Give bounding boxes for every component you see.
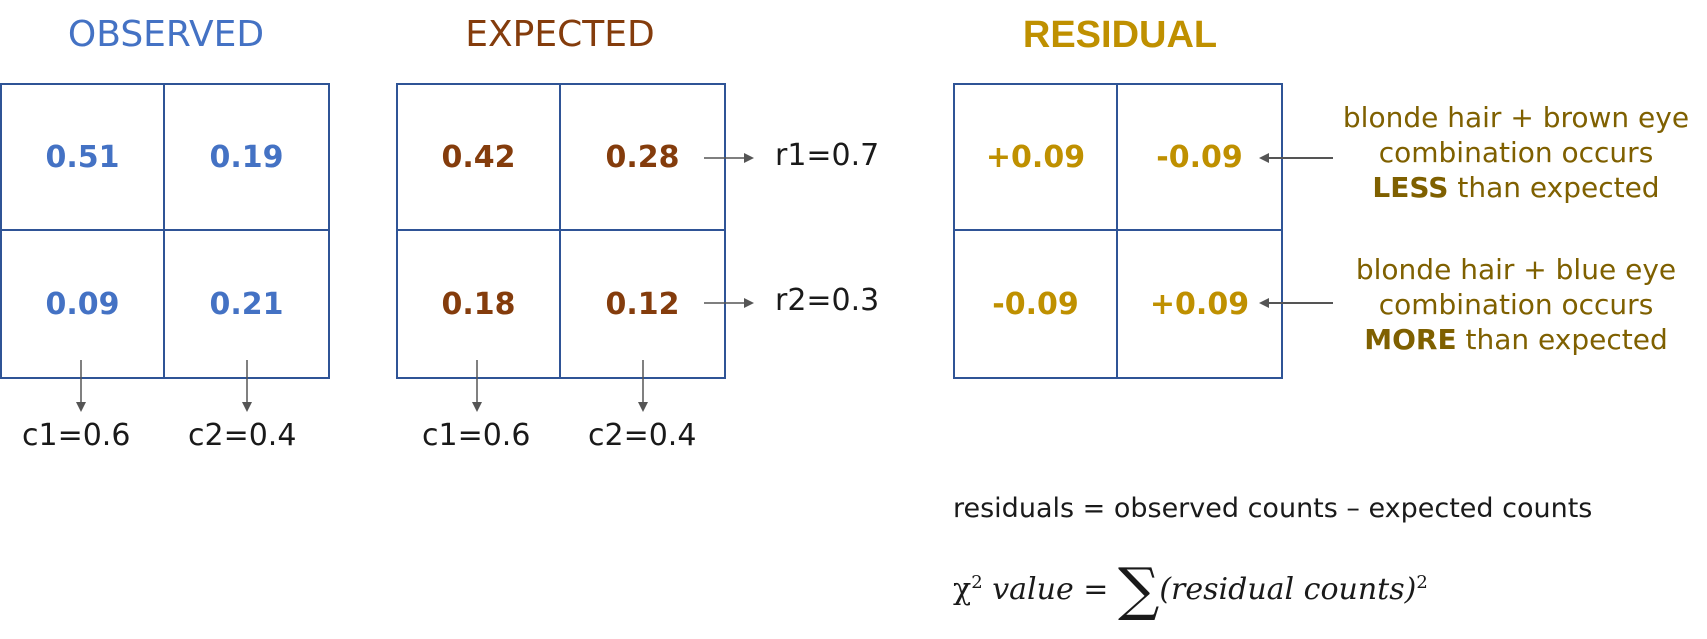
- chi-sup: 2: [971, 572, 983, 593]
- note-more-line2: combination occurs: [1378, 288, 1654, 321]
- observed-cell-r1c2: 0.19: [165, 85, 328, 231]
- note-more-line1: blonde hair + blue eye: [1355, 253, 1677, 286]
- expected-cell-r1c1: 0.42: [398, 85, 561, 231]
- expected-row2-marginal: r2=0.3: [775, 283, 880, 318]
- residual-table: +0.09 -0.09 -0.09 +0.09: [953, 83, 1283, 379]
- expected-cell-r2c2: 0.12: [605, 286, 680, 322]
- chi-term: (residual counts): [1159, 572, 1417, 607]
- chi-square-formula: χ2 value = ∑(residual counts)2: [953, 555, 1428, 623]
- chi-symbol: χ: [953, 572, 972, 607]
- note-less-line2: combination occurs: [1378, 136, 1654, 169]
- expected-cell-r1c2: 0.28: [561, 85, 724, 231]
- chi-value-label: value: [992, 572, 1074, 607]
- expected-cell-r2c1: 0.18: [398, 231, 561, 377]
- observed-col1-marginal: c1=0.6: [22, 418, 131, 453]
- chi-equals: =: [1083, 572, 1109, 607]
- residual-cell-r1c2: -0.09: [1118, 85, 1281, 231]
- chi-term-sup: 2: [1416, 572, 1428, 593]
- expected-row1-marginal: r1=0.7: [775, 138, 880, 173]
- expected-col1-marginal: c1=0.6: [422, 418, 531, 453]
- residual-cell-r1c1: +0.09: [955, 85, 1118, 231]
- note-less: blonde hair + brown eye combination occu…: [1336, 100, 1696, 205]
- observed-col2-marginal: c2=0.4: [188, 418, 297, 453]
- note-less-line1: blonde hair + brown eye: [1342, 101, 1690, 134]
- note-more: blonde hair + blue eye combination occur…: [1336, 252, 1696, 357]
- note-less-rest: than expected: [1448, 171, 1660, 204]
- observed-title: OBSERVED: [67, 14, 265, 55]
- observed-cell-r2c2: 0.21: [209, 286, 284, 322]
- residual-title: RESIDUAL: [1022, 14, 1218, 56]
- residuals-formula: residuals = observed counts – expected c…: [953, 493, 1593, 524]
- note-more-emphasis: MORE: [1364, 323, 1457, 356]
- expected-col2-marginal: c2=0.4: [588, 418, 697, 453]
- observed-table: 0.51 0.19 0.09 0.21: [0, 83, 330, 379]
- expected-title: EXPECTED: [465, 14, 655, 55]
- note-more-line3: MORE than expected: [1336, 322, 1696, 357]
- note-less-emphasis: LESS: [1372, 171, 1449, 204]
- residual-cell-r2c2: +0.09: [1149, 286, 1250, 322]
- observed-cell-r2c1: 0.09: [2, 231, 165, 377]
- expected-table: 0.42 0.28 0.18 0.12: [396, 83, 726, 379]
- observed-cell-r1c1: 0.51: [2, 85, 165, 231]
- note-more-rest: than expected: [1456, 323, 1668, 356]
- note-less-line3: LESS than expected: [1336, 170, 1696, 205]
- sum-symbol: ∑: [1117, 555, 1160, 623]
- residual-cell-r2c1: -0.09: [955, 231, 1118, 377]
